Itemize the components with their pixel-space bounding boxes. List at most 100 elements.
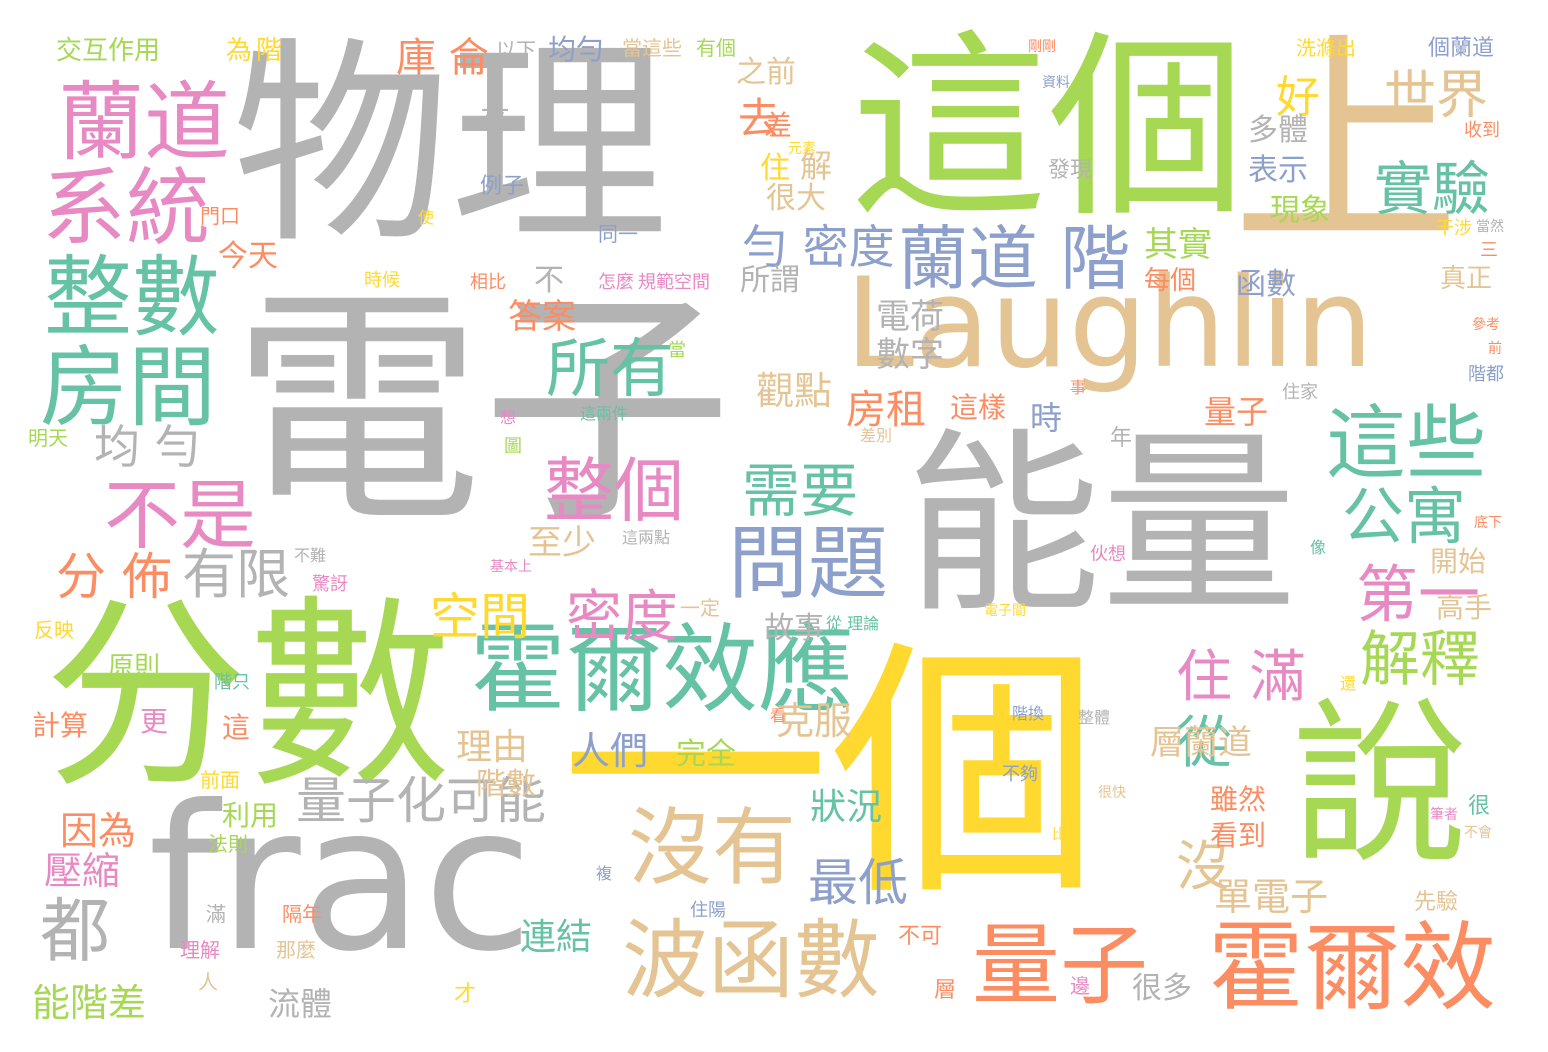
cloud-word: 密度 bbox=[566, 585, 678, 650]
cloud-word: 系統 bbox=[42, 159, 211, 257]
cloud-word: 差別 bbox=[860, 426, 893, 445]
cloud-word: 伙想 bbox=[1090, 544, 1126, 565]
cloud-word: 表示 bbox=[1248, 153, 1308, 188]
cloud-word: 房租 bbox=[846, 387, 926, 433]
cloud-word: 空間 bbox=[430, 588, 530, 646]
cloud-word: 為 bbox=[226, 36, 253, 66]
cloud-word: 隔年 bbox=[282, 902, 322, 926]
cloud-word: 理由 bbox=[456, 727, 529, 768]
cloud-word: 好 bbox=[1276, 72, 1320, 123]
cloud-word: 蘭道 bbox=[58, 73, 230, 173]
cloud-word: 需要 bbox=[742, 457, 859, 525]
cloud-word: 比例 bbox=[1052, 827, 1080, 843]
cloud-word: 勻 密度 bbox=[742, 220, 895, 274]
cloud-word: 筆者 bbox=[1430, 807, 1458, 823]
cloud-word: 量子 bbox=[972, 914, 1149, 1017]
cloud-word: 從 理論 bbox=[826, 614, 880, 633]
cloud-word: 理解 bbox=[180, 938, 220, 962]
cloud-word: 今天 bbox=[218, 239, 278, 274]
cloud-word: 當這些 bbox=[622, 36, 682, 60]
cloud-word: 洗滌出 bbox=[1296, 36, 1356, 60]
cloud-word: 時 bbox=[1030, 399, 1063, 437]
cloud-word: 元素 bbox=[788, 141, 816, 157]
cloud-word: 不 bbox=[534, 263, 564, 298]
cloud-word: 這樣 bbox=[950, 391, 1007, 424]
cloud-word: 整體 bbox=[1078, 708, 1111, 727]
cloud-word: 收到 bbox=[1464, 120, 1500, 141]
cloud-word: 之前 bbox=[736, 55, 796, 90]
cloud-word: 住 bbox=[760, 151, 790, 186]
cloud-word: 不難 bbox=[294, 546, 327, 565]
cloud-word: 故事 bbox=[764, 611, 824, 646]
cloud-word: 利用 bbox=[222, 799, 279, 832]
cloud-word: 上 bbox=[1232, 11, 1460, 277]
cloud-word: 時候 bbox=[364, 270, 400, 291]
cloud-word: 驚訝 bbox=[312, 574, 348, 595]
cloud-word: 函數 bbox=[1236, 267, 1296, 302]
cloud-word: 高手 bbox=[1436, 591, 1493, 624]
cloud-word: 解釋 bbox=[1360, 625, 1480, 695]
cloud-word: 霍爾效應 bbox=[470, 614, 854, 726]
cloud-word: 複 bbox=[596, 864, 613, 883]
cloud-word: 住 滿 bbox=[1176, 645, 1306, 710]
cloud-word: 反映 bbox=[34, 618, 74, 642]
cloud-word: 從 bbox=[1176, 711, 1232, 776]
cloud-word: 很快 bbox=[1098, 785, 1126, 801]
cloud-word: 發現 bbox=[1048, 158, 1093, 183]
cloud-word: 先驗 bbox=[1414, 890, 1459, 915]
cloud-word: 事 bbox=[1070, 378, 1087, 397]
cloud-word: 使 bbox=[418, 208, 435, 227]
cloud-word: 狀況 bbox=[810, 787, 883, 828]
cloud-word: 多體 bbox=[1248, 113, 1308, 148]
cloud-word: 差 bbox=[764, 109, 793, 142]
cloud-word: 層蘭道 bbox=[1150, 723, 1252, 763]
cloud-word: 每個 bbox=[1144, 266, 1197, 296]
cloud-word: 答案 bbox=[508, 297, 576, 337]
cloud-word: 電子間 bbox=[984, 603, 1026, 619]
cloud-word: 想 bbox=[500, 408, 517, 427]
cloud-word: 壓縮 bbox=[44, 849, 121, 893]
cloud-word: 很多 bbox=[1132, 971, 1192, 1006]
cloud-word: 當 bbox=[668, 340, 686, 361]
cloud-word: 最低 bbox=[808, 854, 908, 912]
cloud-word: 都 bbox=[40, 890, 110, 972]
cloud-word: 沒 bbox=[1176, 835, 1230, 898]
cloud-word: 滿 bbox=[206, 902, 226, 926]
cloud-word: 去 bbox=[738, 94, 781, 143]
cloud-word: 相比 bbox=[470, 272, 506, 293]
cloud-word: 不是 bbox=[104, 471, 256, 560]
cloud-word: 物理 bbox=[232, 20, 668, 273]
cloud-word: 真正 bbox=[1440, 264, 1493, 294]
cloud-word: 以下 bbox=[496, 38, 536, 62]
cloud-word: 整個 bbox=[544, 450, 684, 532]
cloud-word: 分 佈 bbox=[56, 548, 172, 606]
cloud-word: 實驗 bbox=[1374, 155, 1491, 223]
cloud-word: 很 bbox=[1468, 794, 1491, 819]
cloud-word: 這 bbox=[222, 711, 251, 744]
cloud-word: 基本上 bbox=[490, 559, 532, 575]
cloud-word: 這兩件 bbox=[580, 404, 629, 423]
cloud-word: 前面 bbox=[200, 768, 240, 792]
cloud-word: 門口 bbox=[200, 204, 240, 228]
cloud-word: 參考 bbox=[1472, 317, 1500, 333]
cloud-word: 電子 bbox=[232, 265, 732, 556]
cloud-word: 霍爾效 bbox=[1208, 912, 1496, 1024]
cloud-word: 圖 bbox=[504, 436, 522, 457]
cloud-word: 問題 bbox=[728, 517, 888, 610]
cloud-word: 來 bbox=[480, 103, 510, 138]
cloud-word: 資料 bbox=[1042, 75, 1070, 91]
cloud-word: frac bbox=[148, 763, 534, 996]
cloud-word: 公寓 bbox=[1342, 480, 1467, 553]
cloud-word: 明天 bbox=[28, 426, 68, 450]
cloud-word: 流體 bbox=[268, 985, 333, 1023]
cloud-word: 那麼 bbox=[276, 938, 316, 962]
cloud-word: 才 bbox=[454, 982, 477, 1007]
cloud-word: 很大 bbox=[766, 181, 826, 216]
cloud-word: 有限 bbox=[182, 543, 290, 606]
cloud-word: 怎麼 bbox=[598, 272, 634, 293]
cloud-word: 量子化可能 bbox=[296, 772, 546, 830]
cloud-word: 階 bbox=[256, 36, 283, 66]
cloud-word: 底下 bbox=[1474, 515, 1502, 531]
cloud-word: 房間 bbox=[40, 336, 217, 439]
